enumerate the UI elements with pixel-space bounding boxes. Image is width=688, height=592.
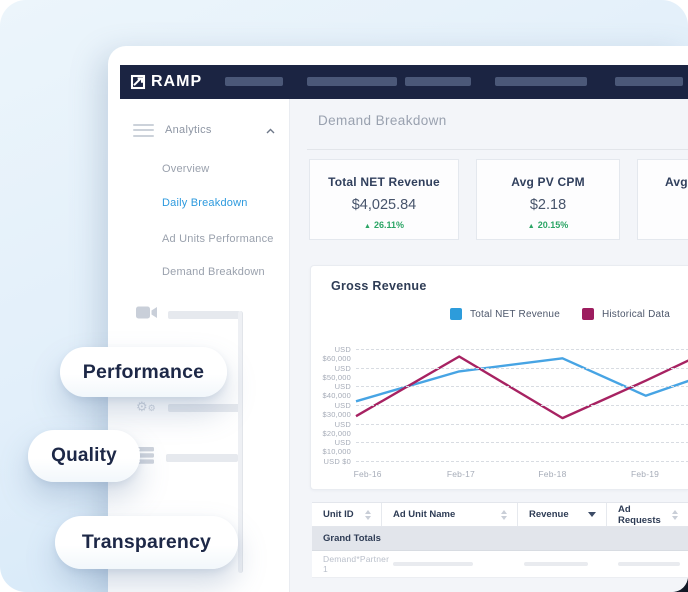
table-header-row: Unit ID Ad Unit Name Revenue Ad Requests [312,502,688,527]
sidebar-placeholder-bar [167,403,240,412]
y-tick-label: USD $50,000 [322,363,351,382]
x-tick-label: Feb-18 [538,469,567,479]
stat-delta: ▲ 26.11% [364,220,404,230]
y-tick-label: USD $20,000 [322,419,351,438]
brand-logo: RAMP [120,73,202,91]
x-tick-label: Feb-16 [353,469,382,479]
stat-card-clipped: Avg [637,159,688,240]
hamburger-menu-icon[interactable] [133,123,154,137]
x-tick-label: Feb-17 [446,469,475,479]
stat-delta: ▲ 20.15% [527,220,569,230]
sidebar-item-demand-breakdown[interactable]: Demand Breakdown [162,266,265,278]
chart-title: Gross Revenue [331,279,427,293]
gridline [356,461,688,462]
nav-placeholder[interactable] [495,77,587,86]
row-placeholder-bar [524,562,588,566]
stat-card-avg-pv-cpm: Avg PV CPM $2.18 ▲ 20.15% [476,159,620,240]
y-tick-label: USD $60,000 [322,345,351,363]
sidebar-scrollbar[interactable] [238,311,243,573]
y-tick-label: USD $10,000 [322,438,351,457]
nav-placeholder[interactable] [615,77,683,86]
legend-swatch-magenta [581,308,594,320]
column-header-ad-requests[interactable]: Ad Requests [607,503,688,526]
gridline [356,442,688,444]
legend-swatch-blue [450,308,463,320]
sidebar-item-ad-units-performance[interactable]: Ad Units Performance [162,233,274,245]
x-tick-label: Feb-19 [630,469,660,479]
sort-icon[interactable] [501,509,507,520]
legend-item-total-net-revenue: Total NET Revenue [450,308,560,320]
chevron-up-icon[interactable] [266,121,275,139]
stat-label: Avg PV CPM [511,175,585,189]
gridline [356,405,688,406]
sidebar-placeholder-bar [166,454,238,462]
row-unit-id: Demand*Partner 1 [323,554,390,574]
nav-placeholder[interactable] [225,77,283,86]
column-header-ad-unit-name[interactable]: Ad Unit Name [382,503,518,526]
title-divider [307,149,688,150]
grand-totals-row: Grand Totals [312,527,688,551]
server-icon [136,447,154,469]
main-content: Demand Breakdown Total NET Revenue $4,02… [290,99,688,592]
gears-icon: ⚙⚙ [136,399,156,414]
pill-performance: Performance [60,347,227,397]
gridline [356,386,688,388]
gross-revenue-panel: Gross Revenue Total NET Revenue Historic… [310,265,688,490]
chart-lines [355,355,688,420]
column-header-revenue[interactable]: Revenue [518,503,607,526]
chart-plot: USD $60,000 USD $50,000 USD $40,000 USD $30… [322,345,688,479]
gridline [356,423,688,425]
y-tick-label: USD $30,000 [322,401,351,419]
stat-card-total-net-revenue: Total NET Revenue $4,025.84 ▲ 26.11% [309,159,459,240]
sort-desc-icon[interactable] [588,512,596,517]
y-tick-label: USD $40,000 [322,382,351,401]
sort-icon[interactable] [672,509,678,520]
trend-up-icon: ▲ [364,223,371,230]
gridline [356,349,688,350]
row-placeholder-bar [393,562,473,566]
dashboard-window: RAMP Analytics Overview Daily Breakdown … [108,46,688,592]
video-camera-icon [136,305,158,325]
pill-quality: Quality [28,430,140,482]
sidebar: Analytics Overview Daily Breakdown Ad Un… [108,99,290,592]
nav-placeholder[interactable] [307,77,397,86]
y-tick-label: USD $0 [323,457,351,466]
demand-table: Unit ID Ad Unit Name Revenue Ad Requests [312,502,688,578]
page-title: Demand Breakdown [318,113,447,128]
brand-name: RAMP [151,73,203,90]
table-row: Demand*Partner 1 [312,551,688,578]
stat-label: Avg [665,175,688,189]
sidebar-item-daily-breakdown[interactable]: Daily Breakdown [162,197,248,209]
chart-legend: Total NET Revenue Historical Data [450,308,670,320]
sidebar-section-label: Analytics [165,124,212,136]
top-nav-bar: RAMP [120,65,688,99]
gridline [356,367,688,369]
stat-label: Total NET Revenue [328,175,440,189]
row-placeholder-bar [618,562,680,566]
stat-value: $2.18 [529,197,567,213]
nav-placeholder[interactable] [405,77,471,86]
trend-up-icon: ▲ [527,223,535,230]
ramp-logo-icon [130,74,146,90]
legend-item-historical-data: Historical Data [581,308,670,320]
sidebar-item-overview[interactable]: Overview [162,163,210,175]
stat-value: $4,025.84 [351,197,417,213]
pill-transparency: Transparency [55,516,238,569]
sidebar-placeholder-bar [168,311,240,319]
sort-icon[interactable] [365,509,371,520]
column-header-unit-id[interactable]: Unit ID [312,503,382,526]
